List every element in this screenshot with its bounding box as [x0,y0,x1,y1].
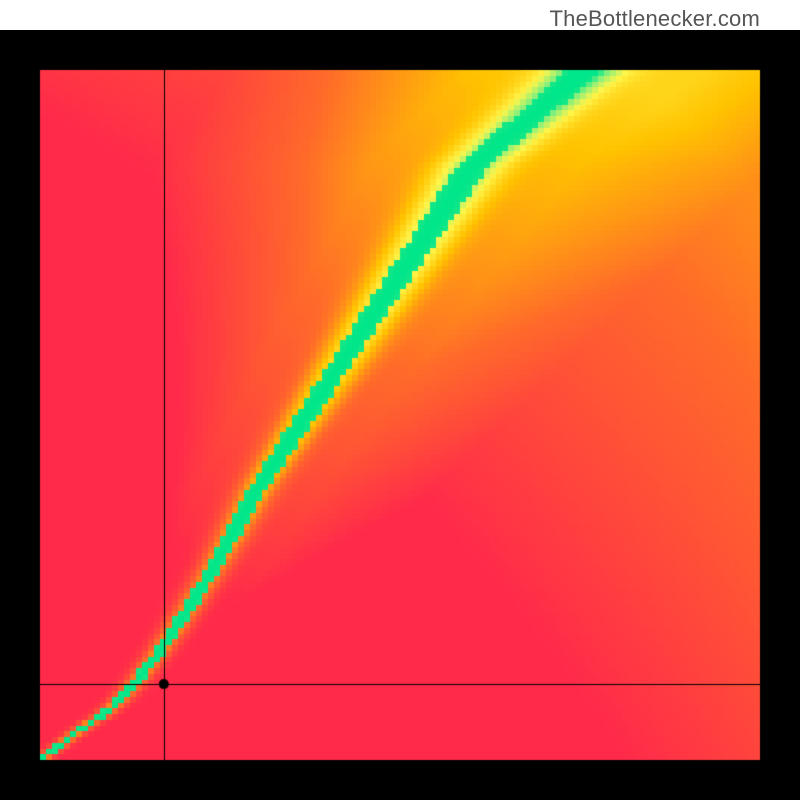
chart-container: TheBottlenecker.com [0,0,800,800]
heatmap-canvas [0,30,800,800]
watermark-text: TheBottlenecker.com [550,6,760,32]
heatmap-plot [0,30,800,800]
